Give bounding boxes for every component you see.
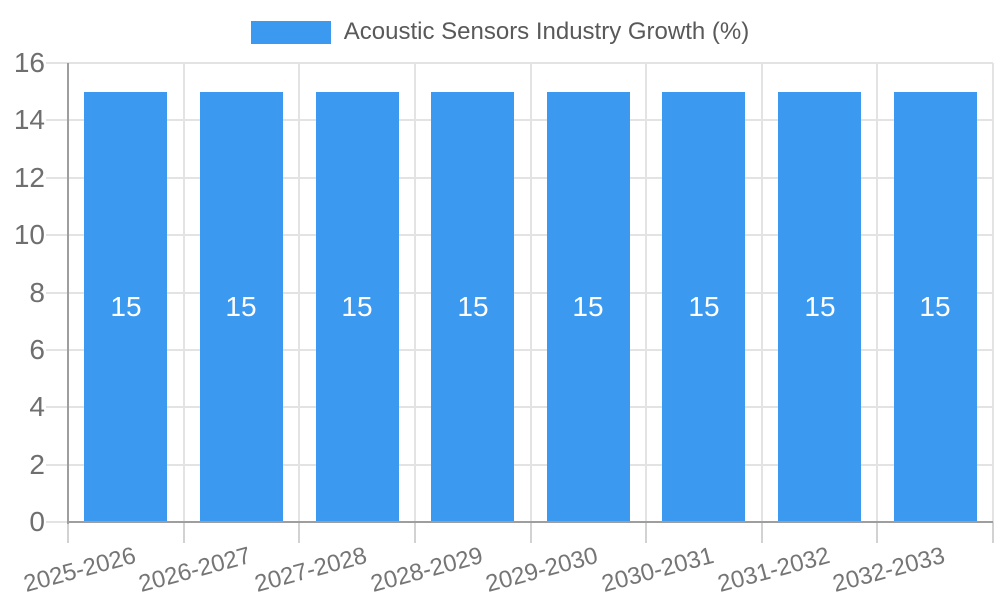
y-tick-label: 14 bbox=[13, 104, 45, 135]
y-tick bbox=[46, 62, 68, 64]
x-tick-label: 2029-2030 bbox=[482, 542, 601, 598]
x-gridline bbox=[876, 63, 878, 522]
x-tick bbox=[414, 522, 416, 543]
y-tick-label: 6 bbox=[29, 334, 45, 365]
x-tick-label: 2026-2027 bbox=[135, 542, 254, 598]
y-tick-label: 4 bbox=[29, 391, 45, 422]
y-tick-label: 12 bbox=[13, 162, 45, 193]
y-axis-line bbox=[67, 63, 69, 524]
y-tick bbox=[46, 349, 68, 351]
y-tick bbox=[46, 234, 68, 236]
x-tick bbox=[530, 522, 532, 543]
y-tick-label: 0 bbox=[29, 506, 45, 537]
bar-value-label: 15 bbox=[919, 291, 951, 322]
x-gridline bbox=[761, 63, 763, 522]
bar-value-label: 15 bbox=[341, 291, 373, 322]
x-gridline bbox=[298, 63, 300, 522]
x-tick-label: 2028-2029 bbox=[367, 542, 486, 598]
bar-value-label: 15 bbox=[225, 291, 257, 322]
x-axis-line bbox=[68, 521, 993, 523]
bar[interactable] bbox=[778, 92, 861, 521]
bar[interactable] bbox=[84, 92, 167, 521]
x-tick bbox=[761, 522, 763, 543]
legend-swatch[interactable] bbox=[250, 20, 331, 44]
x-gridline bbox=[414, 63, 416, 522]
x-tick bbox=[992, 522, 994, 543]
y-tick-label: 8 bbox=[29, 277, 45, 308]
y-tick bbox=[46, 406, 68, 408]
x-tick bbox=[876, 522, 878, 543]
bar-value-label: 15 bbox=[457, 291, 489, 322]
y-tick bbox=[46, 119, 68, 121]
bar[interactable] bbox=[662, 92, 745, 521]
bar[interactable] bbox=[431, 92, 514, 521]
x-tick-label: 2032-2033 bbox=[829, 542, 948, 598]
bar[interactable] bbox=[894, 92, 977, 521]
y-tick bbox=[46, 521, 68, 523]
bar-value-label: 15 bbox=[804, 291, 836, 322]
x-tick bbox=[645, 522, 647, 543]
y-tick bbox=[46, 464, 68, 466]
x-tick-label: 2025-2026 bbox=[20, 542, 139, 598]
x-tick bbox=[298, 522, 300, 543]
x-gridline bbox=[530, 63, 532, 522]
legend[interactable]: Acoustic Sensors Industry Growth (%) bbox=[0, 18, 1000, 46]
bar-value-label: 15 bbox=[572, 291, 604, 322]
x-tick-label: 2027-2028 bbox=[251, 542, 370, 598]
x-gridline bbox=[992, 63, 994, 522]
bar[interactable] bbox=[547, 92, 630, 521]
y-tick-label: 2 bbox=[29, 449, 45, 480]
y-tick bbox=[46, 177, 68, 179]
legend-label[interactable]: Acoustic Sensors Industry Growth (%) bbox=[343, 18, 750, 45]
y-tick-label: 16 bbox=[13, 47, 45, 78]
bar-value-label: 15 bbox=[688, 291, 720, 322]
bar-value-label: 15 bbox=[110, 291, 142, 322]
x-tick-label: 2031-2032 bbox=[714, 542, 833, 598]
y-tick bbox=[46, 292, 68, 294]
x-tick-label: 2030-2031 bbox=[598, 542, 717, 598]
x-gridline bbox=[183, 63, 185, 522]
x-tick bbox=[183, 522, 185, 543]
bar[interactable] bbox=[200, 92, 283, 521]
x-tick bbox=[67, 522, 69, 543]
bar[interactable] bbox=[316, 92, 399, 521]
y-tick-label: 10 bbox=[13, 219, 45, 250]
x-gridline bbox=[645, 63, 647, 522]
